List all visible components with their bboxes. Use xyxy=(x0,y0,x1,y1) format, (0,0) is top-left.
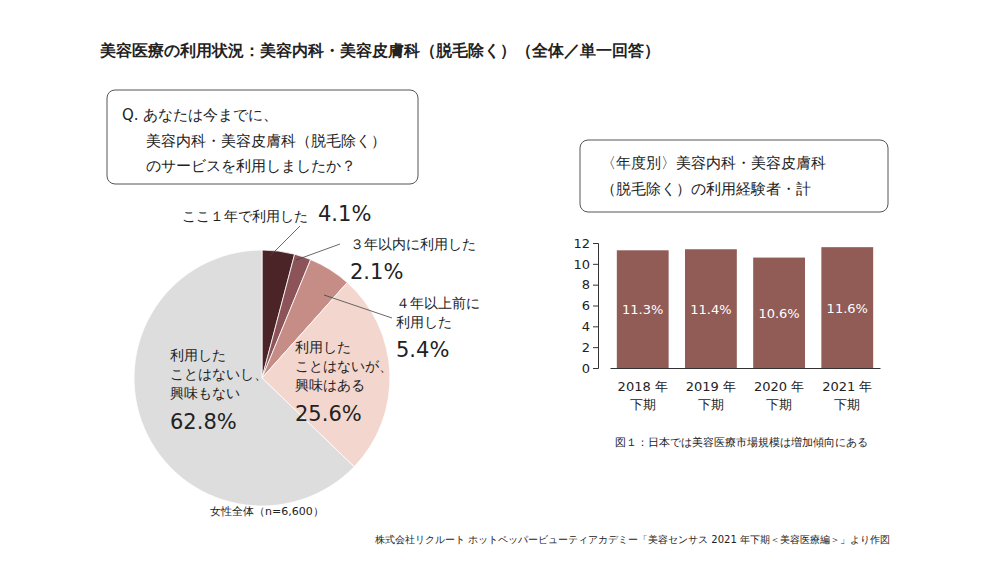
y-tick-mark xyxy=(593,368,598,369)
x-tick: 2019 年下期 xyxy=(686,368,736,412)
slice-value: 62.8% xyxy=(170,410,237,434)
slice-label: ここ１年で利用した xyxy=(182,208,308,224)
y-tick: 4 xyxy=(582,319,598,334)
slice-value: 2.1% xyxy=(350,260,403,284)
bar-value: 10.6% xyxy=(758,306,799,321)
x-tick: 2020 年下期 xyxy=(754,368,804,412)
y-axis: 0 2 4 6 8 10 12 xyxy=(573,236,598,376)
bar-value: 11.3% xyxy=(622,302,663,317)
slice-value: 25.6% xyxy=(295,402,362,426)
bar xyxy=(685,249,737,368)
slice-label: 利用したことはないが、興味はある xyxy=(295,339,393,393)
y-tick-label: 12 xyxy=(573,236,590,251)
leader-line xyxy=(324,295,392,318)
question-text: Q. あなたは今までに、 xyxy=(122,106,278,124)
y-tick-mark xyxy=(593,264,598,265)
x-tick: 2021 年下期 xyxy=(822,368,872,412)
bar-title: （脱毛除く）の利用経験者・計 xyxy=(601,180,811,198)
slice-value: 4.1% xyxy=(318,202,371,226)
x-axis: 2018 年下期 2019 年下期 2020 年下期 2021 年下期 xyxy=(611,368,881,412)
x-tick-label: 2020 年下期 xyxy=(754,379,804,412)
y-tick-label: 10 xyxy=(573,256,590,271)
bar-value: 11.6% xyxy=(827,301,868,316)
bar-caption: 図１：日本では美容医療市場規模は増加傾向にある xyxy=(615,436,868,449)
slice-label: ３年以内に利用した xyxy=(350,236,476,252)
bar xyxy=(821,247,873,368)
y-tick-mark xyxy=(593,347,598,348)
pie-note: 女性全体（n=6,600） xyxy=(210,505,324,518)
y-tick-label: 8 xyxy=(582,277,590,292)
y-tick-label: 4 xyxy=(582,319,590,334)
y-tick: 0 xyxy=(582,361,598,376)
axis-line xyxy=(593,244,599,369)
y-tick: 12 xyxy=(573,236,598,251)
y-tick-mark xyxy=(593,306,598,307)
question-box xyxy=(107,90,418,184)
x-tick-label: 2018 年下期 xyxy=(618,379,668,412)
leader-line xyxy=(270,226,300,256)
y-tick-mark xyxy=(593,285,598,286)
slice-value: 5.4% xyxy=(396,338,449,362)
slice-label: ４年以上前に利用した xyxy=(396,295,480,330)
y-tick-mark xyxy=(593,326,598,327)
y-tick: 10 xyxy=(573,256,598,271)
slice-label: 利用したことはないし、興味もない xyxy=(170,347,268,401)
y-tick-label: 2 xyxy=(582,340,590,355)
bar-title: 〈年度別〉美容内科・美容皮膚科 xyxy=(601,154,826,172)
x-tick-label: 2019 年下期 xyxy=(686,379,736,412)
question-text: 美容内科・美容皮膚科（脱毛除く） xyxy=(146,132,386,150)
y-tick: 2 xyxy=(582,340,598,355)
source: 株式会社リクルート ホットペッパービューティアカデミー「美容センサス 2021 … xyxy=(374,534,890,545)
page-title: 美容医療の利用状況：美容内科・美容皮膚科（脱毛除く）（全体／単一回答） xyxy=(99,41,660,60)
question-text: のサービスを利用しましたか？ xyxy=(146,157,356,175)
bar-title-box xyxy=(580,140,888,212)
y-tick-label: 0 xyxy=(582,361,590,376)
bar xyxy=(753,258,805,368)
bar-value: 11.4% xyxy=(690,302,731,317)
bar xyxy=(617,250,669,368)
y-tick: 6 xyxy=(582,298,598,313)
y-tick-label: 6 xyxy=(582,298,590,313)
bars xyxy=(617,247,873,368)
x-tick-label: 2021 年下期 xyxy=(822,379,872,412)
pie xyxy=(134,250,390,506)
y-tick-mark xyxy=(593,243,598,244)
axis-line xyxy=(611,368,881,369)
chart-canvas: 美容医療の利用状況：美容内科・美容皮膚科（脱毛除く）（全体／単一回答） 株式会社リ… xyxy=(0,0,1000,580)
y-tick: 8 xyxy=(582,277,598,292)
x-tick: 2018 年下期 xyxy=(618,368,668,412)
leader-line xyxy=(296,244,340,260)
